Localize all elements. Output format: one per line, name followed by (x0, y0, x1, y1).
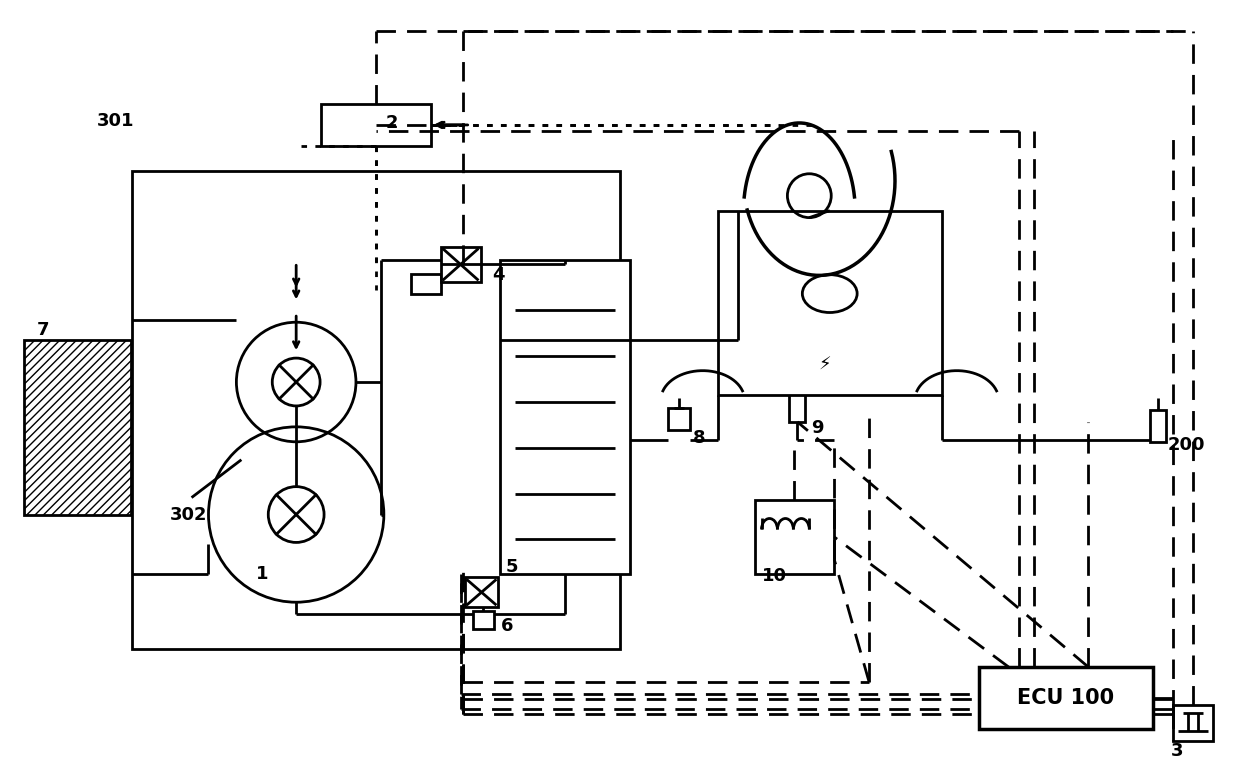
Text: 9: 9 (812, 419, 824, 437)
Bar (1150, 410, 1166, 442)
Bar (472, 611, 494, 629)
Bar (24, 340, 131, 514)
Text: 1: 1 (256, 565, 269, 584)
Text: 10: 10 (762, 567, 787, 585)
Bar (501, 260, 629, 574)
Text: 5: 5 (506, 558, 518, 576)
Bar (24, 340, 131, 514)
Bar (1173, 705, 1213, 741)
Bar (789, 394, 805, 422)
Text: 302: 302 (170, 506, 207, 524)
Bar (465, 578, 498, 608)
Text: 7: 7 (37, 321, 50, 340)
Text: 6: 6 (501, 617, 513, 635)
Text: 301: 301 (97, 112, 134, 130)
Text: 4: 4 (492, 266, 506, 284)
Bar (321, 104, 431, 146)
Text: 8: 8 (693, 429, 705, 447)
Bar (441, 246, 481, 283)
Bar (411, 274, 441, 294)
Bar (131, 171, 620, 649)
Text: ECU 100: ECU 100 (1017, 688, 1114, 708)
Bar (717, 211, 942, 395)
Bar (668, 408, 690, 430)
Text: 3: 3 (1171, 742, 1183, 760)
Text: 200: 200 (1168, 436, 1206, 454)
Bar (979, 667, 1154, 728)
Bar (755, 500, 834, 574)
Text: ⚡: ⚡ (819, 356, 831, 374)
Text: 2: 2 (385, 114, 399, 132)
